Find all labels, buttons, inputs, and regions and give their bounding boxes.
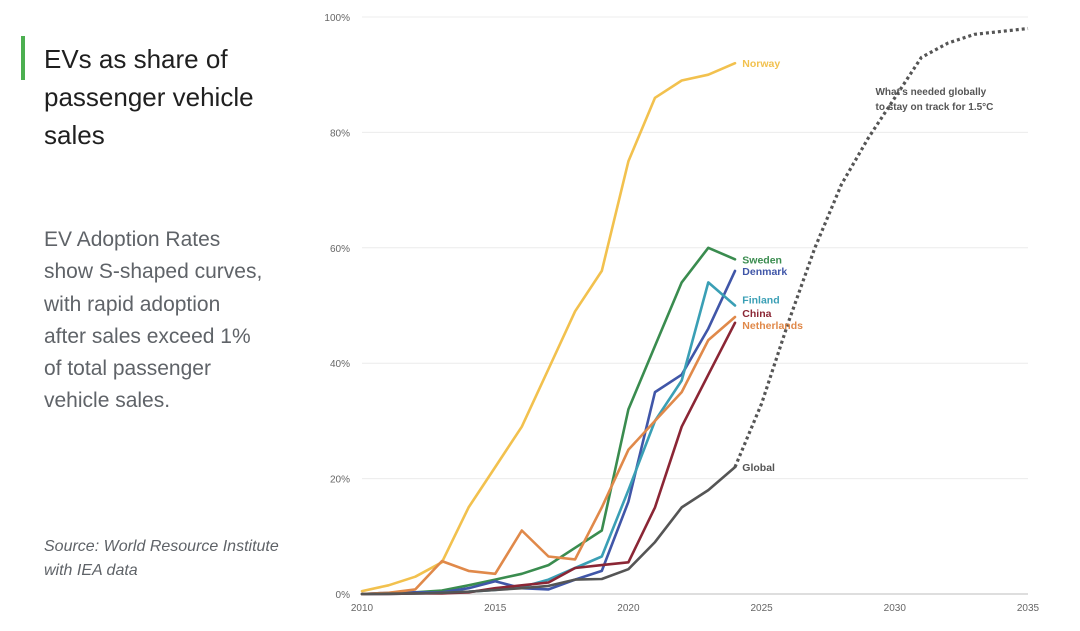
annotation-text-line: to stay on track for 1.5°C: [875, 102, 993, 113]
series-line-sweden: [360, 246, 737, 596]
y-tick-label: 40%: [330, 359, 350, 370]
series-label-norway: Norway: [742, 58, 780, 70]
source-citation: Source: World Resource Institute with IE…: [44, 538, 279, 579]
series-label-denmark: Denmark: [742, 266, 787, 278]
x-tick-label: 2025: [750, 603, 773, 614]
series-label-sweden: Sweden: [742, 254, 782, 266]
y-tick-label: 100%: [324, 13, 350, 24]
series-label-netherlands: Netherlands: [742, 320, 803, 332]
x-tick-label: 2035: [1017, 603, 1040, 614]
x-tick-label: 2010: [351, 603, 374, 614]
text-panel: EVs as share of passenger vehicle sales …: [0, 0, 300, 631]
series-label-china: China: [742, 308, 771, 320]
series-line-netherlands: [360, 315, 737, 596]
y-tick-label: 60%: [330, 244, 350, 255]
x-tick-label: 2020: [617, 603, 640, 614]
ev-share-line-chart: 0% 20% 40% 60% 80% 100% 2010 2015 2020 2025 2030 20…: [324, 13, 1040, 614]
x-tick-label: 2015: [484, 603, 507, 614]
y-tick-label: 20%: [330, 475, 350, 486]
series-line-global: [360, 465, 737, 596]
y-tick-label: 0%: [336, 590, 351, 601]
series-line-norway: [360, 61, 737, 593]
series-line-global-target: [733, 26, 1029, 468]
description-text: EV Adoption Rates show S-shaped curves, …: [44, 228, 263, 413]
x-tick-label: 2030: [884, 603, 907, 614]
annotation-text-line: What's needed globally: [875, 87, 986, 98]
title-accent-bar: [21, 36, 25, 80]
series-label-finland: Finland: [742, 295, 779, 307]
series-label-global: Global: [742, 462, 775, 474]
y-tick-label: 80%: [330, 128, 350, 139]
slide-title: EVs as share of passenger vehicle sales: [44, 44, 254, 150]
